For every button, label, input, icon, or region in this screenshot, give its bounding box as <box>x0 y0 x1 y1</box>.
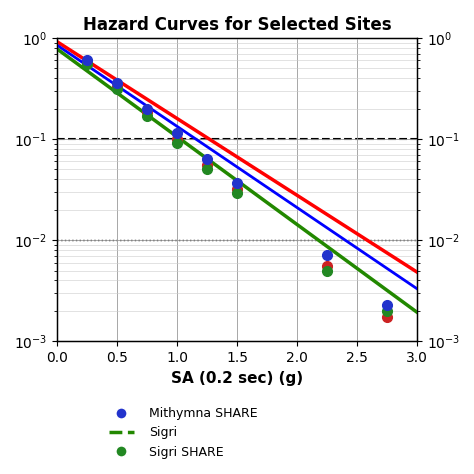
X-axis label: SA (0.2 sec) (g): SA (0.2 sec) (g) <box>171 371 303 385</box>
Title: Hazard Curves for Selected Sites: Hazard Curves for Selected Sites <box>82 16 392 34</box>
Legend: Mithymna SHARE, Sigri, Sigri SHARE: Mithymna SHARE, Sigri, Sigri SHARE <box>104 402 262 464</box>
